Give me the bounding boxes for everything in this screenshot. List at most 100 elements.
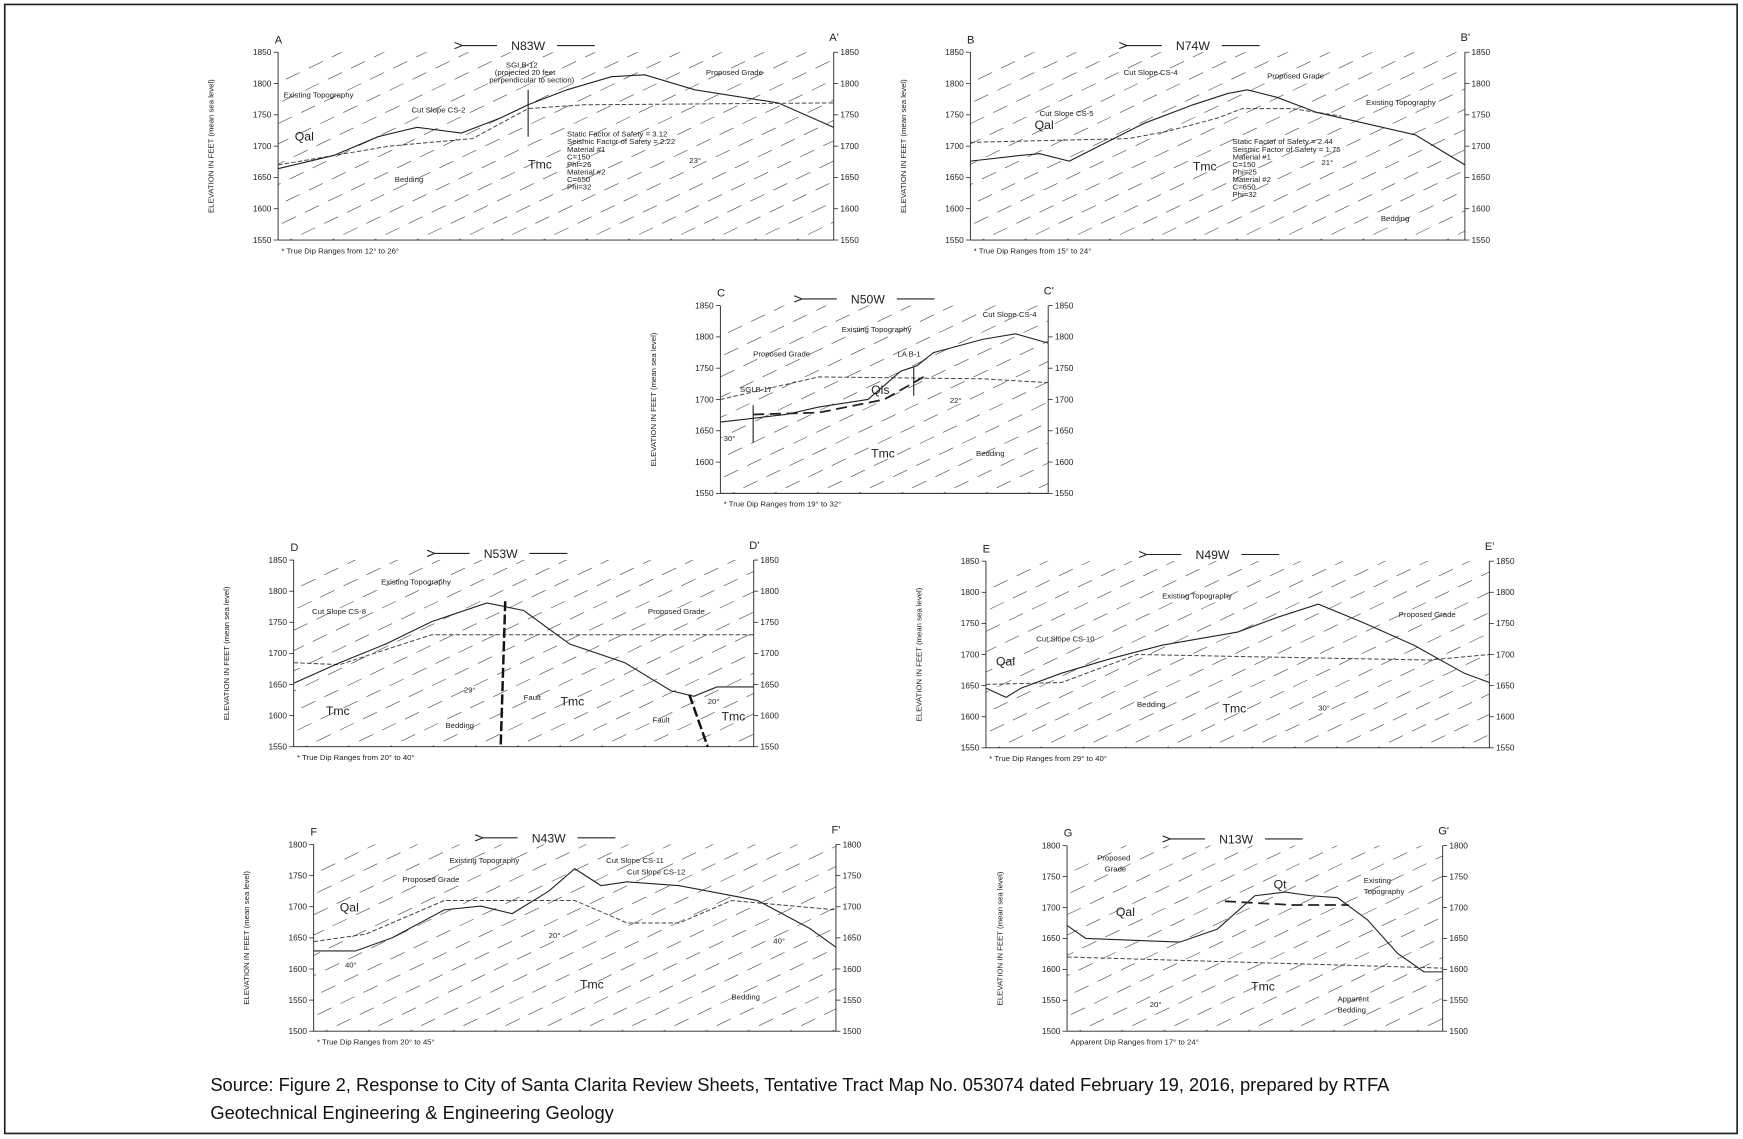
bedding-line <box>1016 300 1429 499</box>
bedding-line <box>1308 47 1721 246</box>
annotation: Existing Topography <box>284 90 354 99</box>
bedding-lines <box>633 47 1743 246</box>
bedding-line <box>0 554 367 752</box>
tick-label: 1700 <box>760 648 779 658</box>
annotation: Apparent <box>1338 995 1370 1004</box>
bedding-line <box>1032 839 1443 1037</box>
bedding-line <box>969 554 1380 752</box>
annotation: Topography <box>1364 887 1405 896</box>
footnote: Apparent Dip Ranges from 17° to 24° <box>1070 1038 1198 1047</box>
bedding-line <box>0 839 387 1037</box>
annotation: Cut Slope CS-10 <box>1036 634 1095 643</box>
bedding-line <box>633 47 1046 246</box>
y-axis-label: ELEVATION IN FEET (mean sea level) <box>996 871 1005 1005</box>
tick-label: 1600 <box>695 457 714 467</box>
existing-topography <box>314 869 836 951</box>
tick-label: 1700 <box>695 394 714 404</box>
tick-label: 1800 <box>840 78 859 88</box>
tick-label: 1750 <box>288 870 307 880</box>
section-start: F <box>310 827 317 839</box>
tick-label: 1650 <box>1496 680 1515 690</box>
tick-label: 1850 <box>961 556 980 566</box>
tick-label: 1600 <box>1055 457 1074 467</box>
section-start: B <box>967 34 974 46</box>
bedding-line <box>1058 300 1471 499</box>
annotation: Tmc <box>326 704 350 718</box>
tick-label: 1750 <box>760 617 779 627</box>
tick-label: 1650 <box>253 172 272 182</box>
bedding-line <box>483 839 894 1037</box>
annotation: Cut Slope CS-4 <box>983 310 1038 319</box>
tick-label: 1550 <box>1055 488 1074 498</box>
bedding-line <box>1139 47 1552 246</box>
section-start: D <box>290 542 298 554</box>
bedding-line <box>1523 300 1743 499</box>
tick-label: 1700 <box>1496 649 1515 659</box>
annotation: Qal <box>295 129 314 143</box>
bedding-line <box>398 839 809 1037</box>
tick-label: 1800 <box>1042 840 1061 850</box>
annotation: 30° <box>724 434 736 443</box>
bedding-line <box>1363 840 1743 1037</box>
bedding-line <box>759 47 1172 246</box>
annotation: Qls <box>871 383 889 397</box>
annotation: Bedding <box>395 175 424 184</box>
bedding-line <box>1013 47 1426 246</box>
bedding-lines <box>729 840 1743 1037</box>
bedding-line <box>60 839 471 1037</box>
fault <box>689 695 707 747</box>
bedding-line <box>800 554 1211 752</box>
tick-label: 1600 <box>1472 204 1491 214</box>
tick-label: 1550 <box>840 235 859 245</box>
section-start: C <box>717 288 725 300</box>
direction: N49W <box>1196 548 1230 562</box>
direction: N50W <box>851 292 885 306</box>
tick-label: 1550 <box>695 488 714 498</box>
bedding-line <box>763 300 1176 499</box>
annotation: 21° <box>1321 158 1333 167</box>
annotation: LA B-1 <box>897 349 920 358</box>
caption-line: Geotechnical Engineering & Engineering G… <box>210 1102 614 1123</box>
tick-label: 1750 <box>268 617 287 627</box>
y-axis-label: ELEVATION IN FEET (mean sea level) <box>222 586 231 720</box>
tick-label: 1750 <box>1496 618 1515 628</box>
bedding-line <box>1408 556 1743 754</box>
bedding-line <box>1447 840 1743 1037</box>
annotation: Existing Topography <box>1162 592 1232 601</box>
tick-label: 1850 <box>268 555 287 565</box>
tick-label: 1750 <box>695 363 714 373</box>
bedding-line <box>1194 840 1602 1037</box>
tick-label: 1550 <box>1472 235 1491 245</box>
geologic-contact <box>753 377 923 415</box>
bedding-line <box>1574 840 1743 1037</box>
section-start: E <box>983 543 990 555</box>
tick-label: 1800 <box>1055 332 1074 342</box>
bedding-line <box>18 839 429 1037</box>
annotation: Tmc <box>580 977 604 991</box>
tick-label: 1650 <box>695 426 714 436</box>
tick-label: 1650 <box>1042 933 1061 943</box>
annotation: 30° <box>1318 704 1330 713</box>
bedding-line <box>869 47 1282 246</box>
bedding-line <box>1646 47 1743 246</box>
bedding-line <box>0 554 409 752</box>
page: {"sections": [ {"start": "A", "end": "A'… <box>0 0 1743 1139</box>
tick-label: 1500 <box>1042 1026 1061 1036</box>
annotation: Qt <box>1274 877 1288 891</box>
annotation: Existing Topography <box>842 325 912 334</box>
tick-label: 1800 <box>1496 587 1515 597</box>
bedding-line <box>1312 300 1725 499</box>
bedding-line <box>145 839 556 1037</box>
tick-label: 1550 <box>288 995 307 1005</box>
bedding-line <box>1489 840 1743 1037</box>
tick-label: 1550 <box>843 995 862 1005</box>
bedding-line <box>1067 840 1475 1037</box>
tick-label: 1650 <box>1449 933 1468 943</box>
cross-section: 1850185018001800175017501700170016501650… <box>648 541 1743 763</box>
existing-topography <box>720 334 1048 422</box>
y-axis-label: ELEVATION IN FEET (mean sea level) <box>899 79 908 213</box>
bedding-line <box>1532 840 1743 1037</box>
tick-label: 1700 <box>1449 902 1468 912</box>
